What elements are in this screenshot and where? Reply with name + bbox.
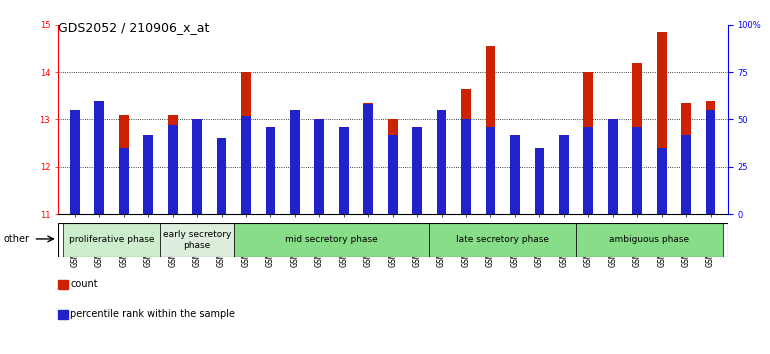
Bar [705,110,715,214]
Bar [608,119,618,214]
Bar [314,119,324,214]
Bar [95,101,104,214]
Bar [388,135,397,214]
Bar [241,72,251,214]
Bar [412,127,422,214]
Bar [510,135,520,214]
Bar [681,135,691,214]
Bar [363,104,373,214]
Text: ambiguous phase: ambiguous phase [609,235,689,244]
Bar [461,89,471,214]
Bar [70,110,80,214]
Bar [62,223,160,257]
Bar [388,119,397,214]
Bar [584,72,593,214]
Bar [437,110,447,214]
Bar [216,138,226,214]
Bar [192,119,202,214]
Bar [486,46,495,214]
Bar [534,148,544,214]
Bar [657,32,667,214]
Bar [266,188,276,214]
Bar [168,115,178,214]
Bar [486,127,495,214]
Bar [339,127,349,214]
Bar [584,127,593,214]
Text: GDS2052 / 210906_x_at: GDS2052 / 210906_x_at [58,21,209,34]
Bar [559,165,569,214]
Bar [160,223,234,257]
Bar [234,223,430,257]
Bar [95,148,104,214]
Bar [681,103,691,214]
Bar [363,103,373,214]
Bar [632,127,642,214]
Bar [192,174,202,214]
Bar [608,155,618,214]
Bar [437,110,447,214]
Bar [576,223,723,257]
Bar [339,193,349,214]
Bar [143,135,153,214]
Bar [216,172,226,214]
Bar [70,119,80,214]
Text: proliferative phase: proliferative phase [69,235,154,244]
Bar [119,148,129,214]
Bar [314,153,324,214]
Bar [290,162,300,214]
Text: late secretory phase: late secretory phase [456,235,549,244]
Bar [461,119,471,214]
Bar [168,125,178,214]
Text: early secretory
phase: early secretory phase [163,230,231,250]
Bar [705,101,715,214]
Text: mid secretory phase: mid secretory phase [285,235,378,244]
Bar [143,143,153,214]
Bar [290,110,300,214]
Text: percentile rank within the sample: percentile rank within the sample [70,309,235,319]
Text: count: count [70,279,98,289]
Bar [119,115,129,214]
Bar [559,135,569,214]
Bar [412,176,422,214]
Bar [534,183,544,214]
Text: other: other [4,234,30,244]
Bar [657,148,667,214]
Bar [430,223,576,257]
Bar [241,116,251,214]
Bar [266,127,276,214]
Bar [632,63,642,214]
Bar [510,162,520,214]
